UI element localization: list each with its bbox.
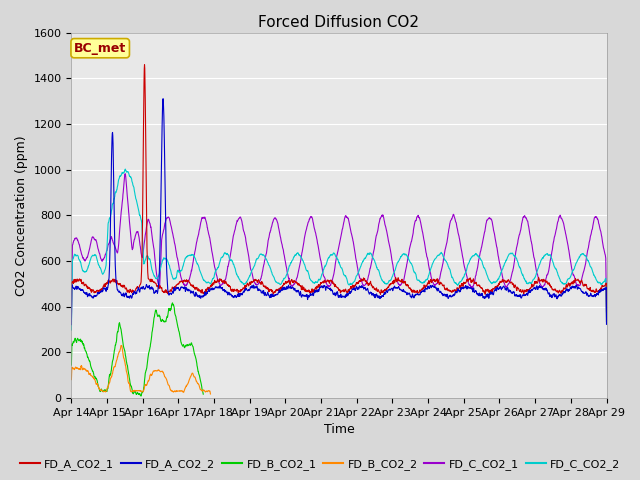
Title: Forced Diffusion CO2: Forced Diffusion CO2	[259, 15, 419, 30]
Legend: FD_A_CO2_1, FD_A_CO2_2, FD_B_CO2_1, FD_B_CO2_2, FD_C_CO2_1, FD_C_CO2_2: FD_A_CO2_1, FD_A_CO2_2, FD_B_CO2_1, FD_B…	[15, 455, 625, 474]
X-axis label: Time: Time	[324, 423, 355, 436]
Y-axis label: CO2 Concentration (ppm): CO2 Concentration (ppm)	[15, 135, 28, 296]
Text: BC_met: BC_met	[74, 42, 126, 55]
